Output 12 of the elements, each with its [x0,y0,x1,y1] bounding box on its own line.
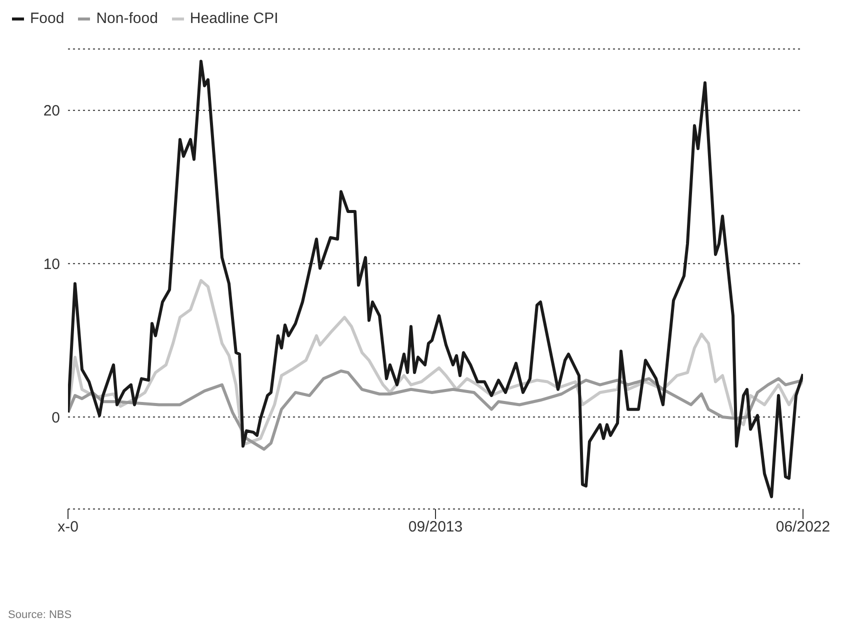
y-tick-label: 0 [52,409,60,426]
legend-label: Food [30,10,64,27]
line-series [68,60,803,498]
source-note: Source: NBS [8,609,73,621]
x-tick-label: 06/2022 [776,518,830,536]
y-tick-label: 10 [43,256,60,273]
legend-label: Headline CPI [190,10,278,27]
x-tick-label: x-0 [58,518,78,536]
y-tick-label: 20 [43,102,60,120]
x-tick-label: 09/2013 [408,518,463,536]
legend-label: Non-food [96,10,158,27]
line-series [68,370,803,451]
